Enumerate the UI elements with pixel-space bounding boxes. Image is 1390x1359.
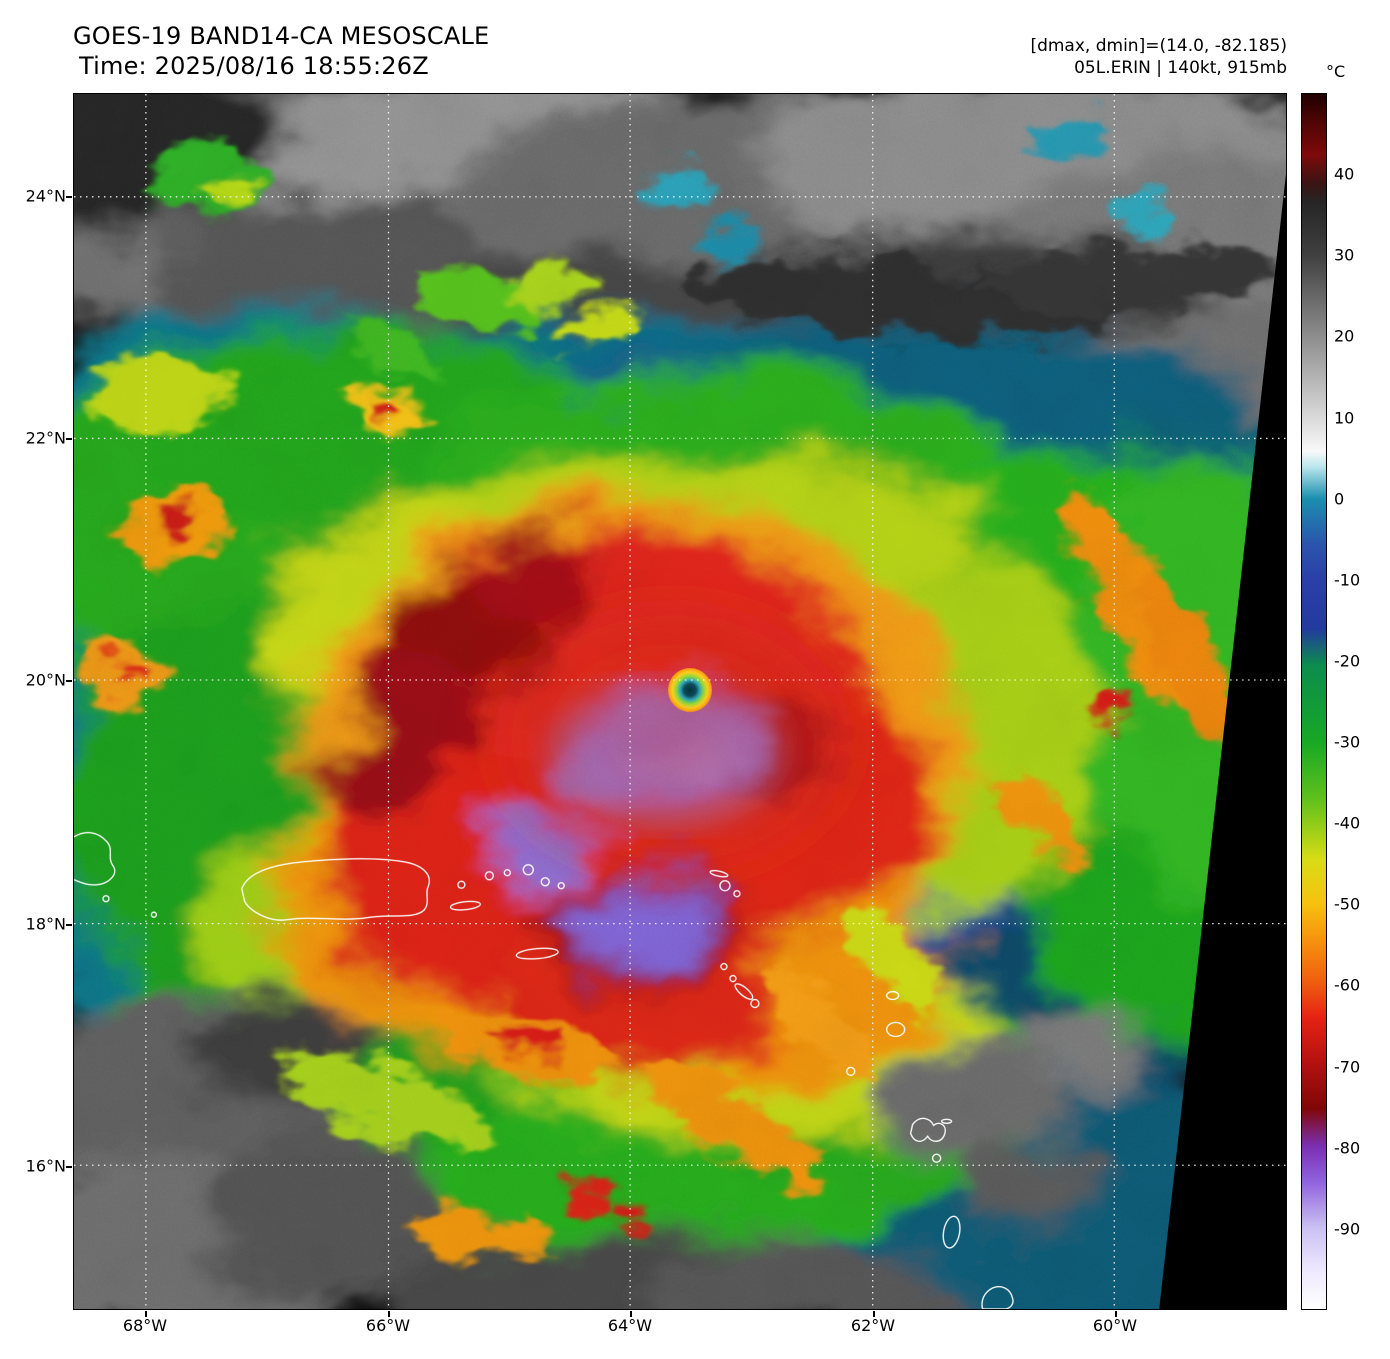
colorbar-unit-label: °C [1326,62,1346,81]
island-st-barth [733,889,741,898]
island-virgin-4 [540,877,550,887]
lat-tick-label-24n: 24°N [25,186,66,206]
colorbar-tick-n70: -70 [1334,1057,1361,1077]
colorbar-tick-n20: -20 [1334,651,1361,671]
colorbar-tick-20: 20 [1334,326,1355,346]
colorbar-tick-n10: -10 [1334,570,1361,590]
island-vieques [449,900,481,911]
island-guadeloupe [909,1117,946,1142]
axis-tick [388,1311,390,1317]
island-barbuda [885,990,900,1001]
axis-tick [66,1166,72,1168]
island-culebra [457,880,466,889]
colorbar-tick-n30: -30 [1334,732,1361,752]
colorbar-tick-10: 10 [1334,408,1355,428]
plot-area: Copyright © 2020-2025 Dapiya [73,93,1287,1310]
storm-info-annotation: 05L.ERIN | 140kt, 915mb [1074,58,1287,78]
island-nevis [750,998,760,1009]
island-martinique [981,1285,1014,1309]
lat-tick-label-16n: 16°N [25,1156,66,1176]
colorbar-tick-n40: -40 [1334,813,1361,833]
island-st-kitts [734,983,754,1000]
axis-tick [873,1311,875,1317]
texture-grain [74,94,1286,1309]
island-saba [720,962,728,971]
axis-tick [66,438,72,440]
island-st-martin [719,880,731,892]
axis-tick [1115,1311,1117,1317]
lon-tick-label-62w: 62°W [850,1316,896,1335]
island-virgin-2 [503,869,511,877]
lon-tick-label-66w: 66°W [365,1316,411,1335]
island-anguilla [709,869,729,878]
satellite-image [74,94,1286,1309]
colorbar-tick-n80: -80 [1334,1138,1361,1158]
lat-tick-label-18n: 18°N [25,914,66,934]
coastline-hispaniola [74,831,116,886]
axis-tick [66,196,72,198]
island-virgin-5 [557,882,565,890]
axis-tick [630,1311,632,1317]
island-marie-galante [931,1153,942,1163]
axis-tick [66,680,72,682]
lon-tick-label-68w: 68°W [122,1316,168,1335]
island-dominica [942,1215,961,1249]
dmax-dmin-annotation: [dmax, dmin]=(14.0, -82.185) [1030,36,1287,56]
lat-tick-label-22n: 22°N [25,428,66,448]
colorbar [1301,93,1327,1310]
graticule [74,94,1286,1309]
timestamp: Time: 2025/08/16 18:55:26Z [79,52,429,80]
lon-tick-label-60w: 60°W [1092,1316,1138,1335]
colorbar-tick-n50: -50 [1334,894,1361,914]
colorbar-tick-30: 30 [1334,245,1355,265]
lat-tick-label-20n: 20°N [25,670,66,690]
page-title: GOES-19 BAND14-CA MESOSCALE [73,22,490,50]
colorbar-tick-40: 40 [1334,164,1355,184]
coastlines [74,831,1014,1309]
island-desirade [940,1118,953,1125]
island-st-eustatius [729,974,737,983]
island-virgin-1 [484,871,495,881]
no-data-region [1159,173,1286,1309]
lon-tick-label-64w: 64°W [607,1316,653,1335]
island-montserrat [846,1066,856,1077]
colorbar-tick-0: 0 [1334,489,1345,509]
island-antigua [885,1021,906,1038]
island-virgin-3 [522,864,534,876]
colorbar-tick-n60: -60 [1334,975,1361,995]
colorbar-tick-n90: -90 [1334,1219,1361,1239]
coastline-puerto-rico [240,857,430,921]
axis-tick [66,924,72,926]
axis-tick [145,1311,147,1317]
island-st-croix [515,947,559,960]
